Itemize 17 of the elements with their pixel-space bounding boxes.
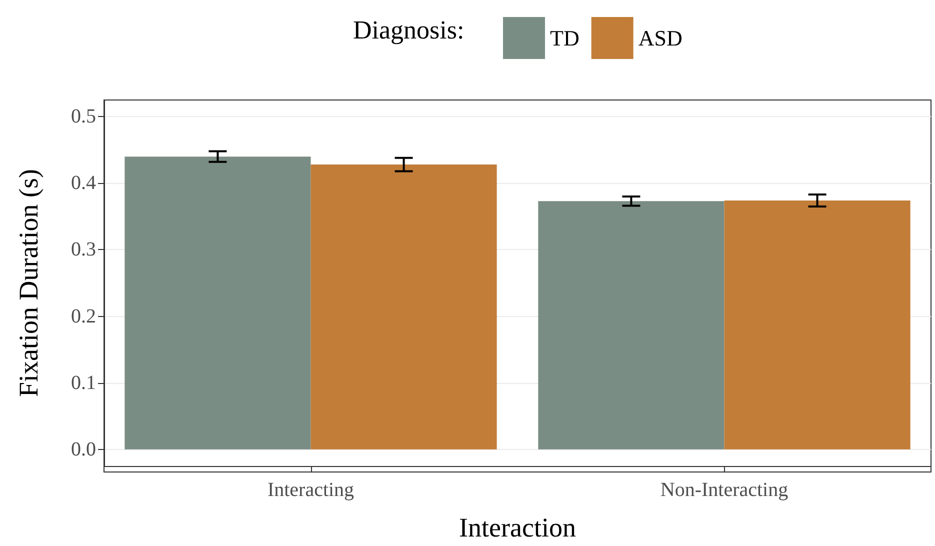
- bar: [724, 200, 910, 450]
- x-tick-label: Interacting: [267, 479, 354, 501]
- y-tick-label: 0.2: [71, 305, 96, 328]
- bar: [310, 164, 497, 450]
- y-tick-label: 0.1: [71, 372, 96, 394]
- y-tick-label: 0.0: [71, 438, 96, 460]
- y-tick-label: 0.3: [71, 238, 96, 261]
- legend-title: Diagnosis:: [353, 16, 464, 44]
- x-tick-label: Non-Interacting: [660, 479, 788, 501]
- x-axis-title: Interaction: [459, 512, 576, 542]
- legend-label: TD: [550, 26, 580, 50]
- bar: [124, 156, 311, 450]
- legend-label: ASD: [638, 26, 682, 50]
- y-tick-label: 0.4: [71, 172, 96, 194]
- y-axis-title: Fixation Duration (s): [14, 169, 44, 397]
- y-tick-label: 0.5: [71, 106, 96, 128]
- bar: [538, 201, 724, 450]
